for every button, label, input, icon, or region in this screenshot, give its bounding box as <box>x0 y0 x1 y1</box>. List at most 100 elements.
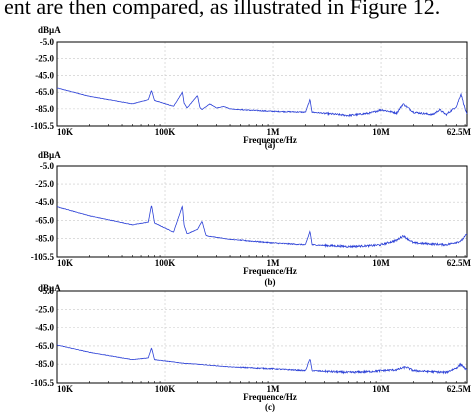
y-tick-label: -5.0 <box>40 161 55 171</box>
data-point <box>272 111 273 112</box>
data-point <box>148 99 149 100</box>
data-point <box>305 244 306 245</box>
x-tick-label: 1M <box>267 127 281 137</box>
data-point <box>272 242 273 243</box>
data-point <box>229 366 230 367</box>
y-tick-label: -105.5 <box>31 121 55 131</box>
data-point <box>132 359 133 360</box>
y-tick-label: -25.0 <box>35 179 54 189</box>
x-tick-label: 1M <box>267 384 281 394</box>
y-tick-label: -105.5 <box>31 378 55 388</box>
spectrum-trace <box>56 87 468 118</box>
panel-caption: (b) <box>265 277 276 287</box>
data-point <box>186 233 187 234</box>
data-point <box>439 109 440 110</box>
plot-frame <box>56 41 468 127</box>
data-point <box>460 364 461 365</box>
data-point <box>229 239 230 240</box>
data-point <box>240 109 241 110</box>
data-point <box>305 370 306 371</box>
data-point <box>413 370 414 371</box>
data-point <box>405 366 406 367</box>
y-tick-label: -45.0 <box>35 70 54 80</box>
data-point <box>56 206 57 207</box>
data-point <box>132 224 133 225</box>
data-point <box>460 241 461 242</box>
data-point <box>197 95 198 96</box>
x-tick-label: 10M <box>372 384 390 394</box>
data-point <box>56 87 57 88</box>
data-point <box>229 108 230 109</box>
data-point <box>432 114 433 115</box>
data-point <box>89 96 90 97</box>
plot-frame <box>56 165 468 258</box>
data-point <box>272 368 273 369</box>
y-tick-label: -65.0 <box>35 87 54 97</box>
y-tick-label: -85.0 <box>35 104 54 114</box>
x-tick-label: 10K <box>57 384 73 394</box>
data-point <box>173 231 174 232</box>
data-point <box>132 103 133 104</box>
y-tick-label: -85.0 <box>35 233 54 243</box>
data-point <box>311 370 312 371</box>
y-tick-label: -105.5 <box>31 252 55 262</box>
data-point <box>309 358 310 359</box>
data-point <box>402 235 403 236</box>
data-point <box>89 215 90 216</box>
y-tick-label: -45.0 <box>35 197 54 207</box>
data-point <box>413 242 414 243</box>
data-point <box>309 99 310 100</box>
y-tick-label: -45.0 <box>35 323 54 333</box>
data-point <box>173 106 174 107</box>
x-tick-label: 100K <box>155 127 176 137</box>
data-point <box>370 112 371 113</box>
data-point <box>305 112 306 113</box>
panel-caption: (c) <box>265 402 275 412</box>
plot-frame <box>56 290 468 384</box>
data-point <box>402 103 403 104</box>
data-point <box>456 106 457 107</box>
y-tick-label: -65.0 <box>35 341 54 351</box>
y-tick-label: -65.0 <box>35 215 54 225</box>
y-tick-label: -25.0 <box>35 304 54 314</box>
x-axis-label: Frequence/Hz <box>243 266 297 276</box>
y-tick-label: -5.0 <box>40 286 55 296</box>
data-point <box>148 357 149 358</box>
data-point <box>89 352 90 353</box>
data-point <box>456 367 457 368</box>
data-point <box>396 369 397 370</box>
x-tick-label: 100K <box>155 384 176 394</box>
data-point <box>182 92 183 93</box>
data-point <box>183 224 184 225</box>
data-point <box>445 372 446 373</box>
data-point <box>201 221 202 222</box>
x-tick-label: 62.5M <box>447 384 472 394</box>
y-tick-label: -25.0 <box>35 54 54 64</box>
y-axis-label: dBµA <box>38 283 61 293</box>
data-point <box>348 115 349 116</box>
data-point <box>183 102 184 103</box>
data-point <box>151 90 152 91</box>
y-axis-label: dBµA <box>38 25 61 35</box>
data-point <box>182 205 183 206</box>
data-point <box>380 244 381 245</box>
data-point <box>445 244 446 245</box>
data-point <box>311 244 312 245</box>
x-tick-label: 10K <box>57 258 73 268</box>
data-point <box>201 109 202 110</box>
y-tick-label: -85.0 <box>35 359 54 369</box>
x-tick-label: 10M <box>372 127 390 137</box>
data-point <box>348 246 349 247</box>
data-point <box>466 233 467 234</box>
x-tick-label: 100K <box>155 258 176 268</box>
data-point <box>380 109 381 110</box>
data-point <box>464 108 465 109</box>
x-tick-label: 62.5M <box>447 127 472 137</box>
x-tick-label: 62.5M <box>447 258 472 268</box>
data-point <box>370 371 371 372</box>
data-point <box>154 359 155 360</box>
data-point <box>396 240 397 241</box>
data-point <box>154 100 155 101</box>
data-point <box>396 112 397 113</box>
